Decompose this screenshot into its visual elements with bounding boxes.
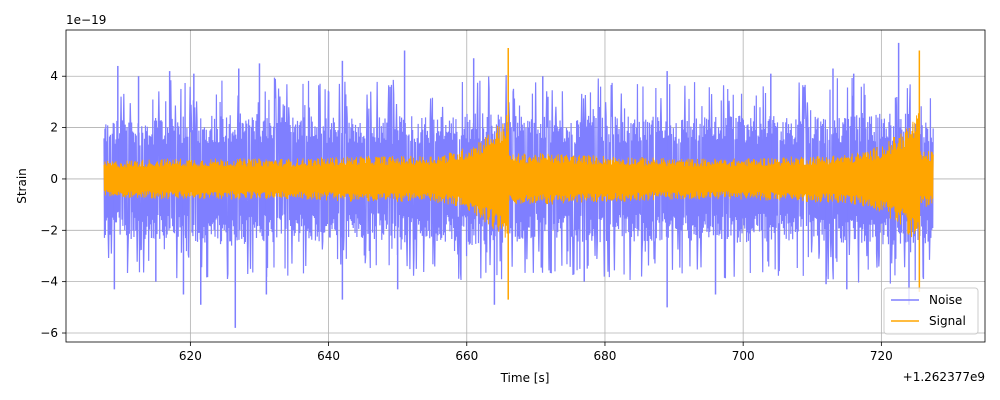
x-tick-label: 680 xyxy=(594,349,617,363)
y-tick-label: −6 xyxy=(40,326,58,340)
x-axis-ticks: 620 640 660 680 700 720 xyxy=(179,342,893,363)
y-axis-ticks: −6 −4 −2 0 2 4 xyxy=(40,69,66,340)
signal-line xyxy=(103,113,934,238)
y-tick-label: 4 xyxy=(50,69,58,83)
signal-series xyxy=(103,47,934,300)
y-scale-label: 1e−19 xyxy=(66,13,106,27)
x-tick-label: 620 xyxy=(179,349,202,363)
legend-noise-label: Noise xyxy=(929,293,962,307)
legend-signal-label: Signal xyxy=(929,314,966,328)
y-tick-label: 2 xyxy=(50,121,58,135)
plot-frame xyxy=(65,29,986,343)
y-tick-label: −2 xyxy=(40,223,58,237)
x-axis-label: Time [s] xyxy=(500,371,550,385)
x-tick-label: 700 xyxy=(732,349,755,363)
x-offset-label: +1.262377e9 xyxy=(903,370,985,384)
noise-series xyxy=(103,42,934,328)
x-tick-label: 720 xyxy=(870,349,893,363)
legend: Noise Signal xyxy=(883,287,979,335)
y-tick-label: 0 xyxy=(50,172,58,186)
x-tick-label: 660 xyxy=(455,349,478,363)
x-tick-label: 640 xyxy=(317,349,340,363)
y-tick-label: −4 xyxy=(40,275,58,289)
y-axis-label: Strain xyxy=(15,168,29,204)
noise-line xyxy=(103,75,934,284)
